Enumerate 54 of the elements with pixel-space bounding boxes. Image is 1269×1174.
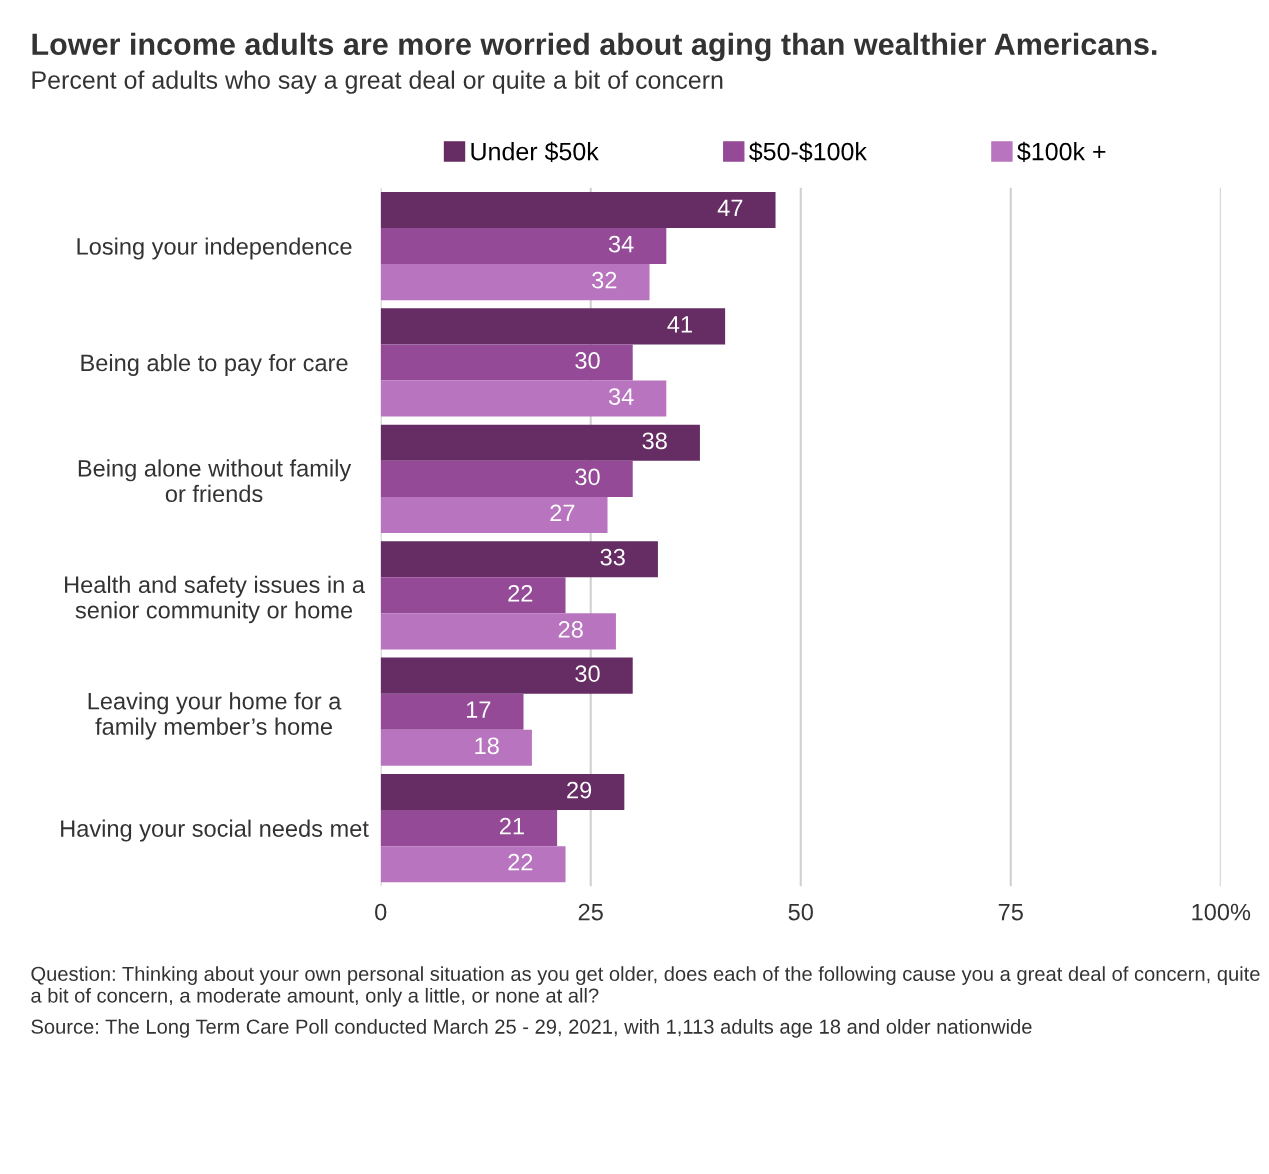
- data-label: 32: [592, 271, 617, 289]
- x-tick-label: 0: [375, 903, 387, 921]
- legend-label: $50-$100k: [749, 141, 867, 162]
- bar: [380, 264, 650, 301]
- x-tick-label: 100%: [1192, 903, 1251, 921]
- data-label: 29: [567, 781, 592, 799]
- bar: [380, 228, 667, 265]
- data-label: 18: [475, 737, 499, 755]
- chart-title: Lower income adults are more worried about aging than wealthier Americans.: [32, 32, 1157, 62]
- y-tick-label: Being alone without family or friends: [78, 459, 352, 503]
- text: Question: Thinking about your own personal situation as you get older, does each of the following cause you a great deal of concern, quite a bit of concern, a moderate amount, only a little, or none at all?: [31, 966, 1260, 1007]
- bar: [380, 613, 616, 650]
- legend-label: Under $50k: [471, 141, 599, 162]
- data-label: 21: [499, 817, 524, 835]
- y-tick-label: Having your social needs met: [61, 819, 369, 842]
- bar: [380, 496, 608, 534]
- bar: [380, 729, 532, 766]
- data-label: 30: [575, 665, 600, 682]
- bar: [380, 380, 667, 417]
- data-label: 41: [667, 316, 692, 333]
- bar: [380, 693, 524, 730]
- data-label: 22: [508, 584, 533, 602]
- bar: [380, 344, 633, 381]
- data-label: 33: [600, 548, 625, 566]
- y-tick-label: Losing your independence: [77, 237, 352, 260]
- bar: [380, 810, 558, 847]
- data-label: 30: [575, 468, 600, 486]
- y-tick-label: Leaving your home for a family member’s home: [88, 692, 342, 740]
- data-label: 22: [508, 853, 533, 871]
- bar: [380, 657, 633, 694]
- source-note: Source: The Long Term Care Poll conducted March 25 - 29, 2021, with 1,113 adults age 18 and older nationwide: [31, 1019, 1032, 1038]
- x-tick-label: 75: [998, 903, 1023, 921]
- bar: [380, 541, 658, 578]
- bar: [380, 460, 633, 497]
- legend-label: $100k +: [1017, 141, 1106, 162]
- bar: [380, 308, 726, 345]
- data-label: 17: [466, 701, 491, 718]
- bar: [380, 846, 566, 883]
- data-label: 34: [608, 235, 634, 253]
- data-label: 30: [575, 352, 600, 369]
- data-label: 28: [558, 621, 583, 638]
- data-label: 34: [608, 388, 634, 405]
- data-label: 38: [642, 432, 667, 450]
- x-tick-label: 50: [788, 903, 813, 921]
- bar: [380, 577, 566, 614]
- bar: [380, 191, 776, 229]
- bar: [380, 774, 625, 811]
- data-label: 27: [550, 504, 575, 522]
- bar: [380, 424, 700, 461]
- data-label: 47: [717, 199, 743, 217]
- chart-subtitle: Percent of adults who say a great deal or quite a bit of concern: [32, 70, 723, 94]
- y-tick-label: Being able to pay for care: [81, 353, 348, 376]
- x-tick-label: 25: [578, 903, 603, 921]
- y-tick-label: Health and safety issues in a senior community or home: [65, 575, 365, 624]
